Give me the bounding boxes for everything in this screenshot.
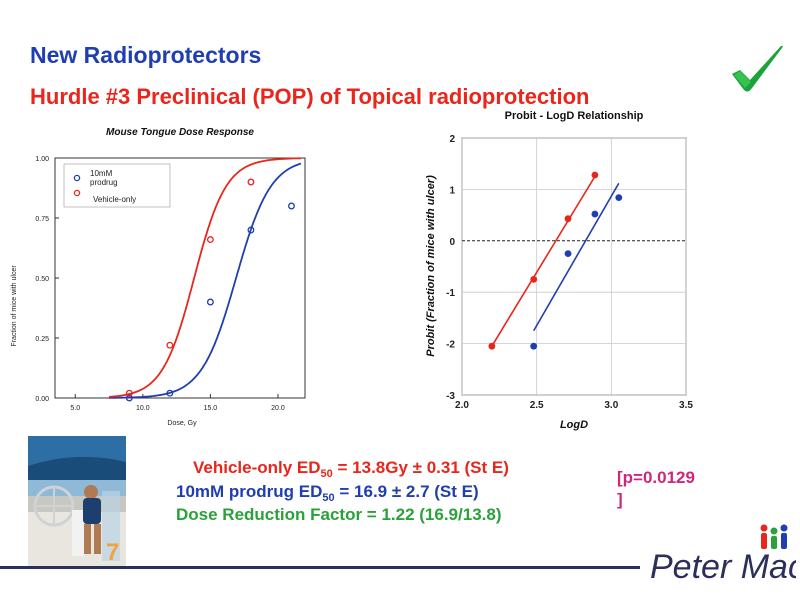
data-point xyxy=(125,394,133,402)
data-point xyxy=(530,342,538,350)
logo-figures-icon xyxy=(760,524,788,549)
photo-badge: 7 xyxy=(106,539,119,566)
y-tick-label: -1 xyxy=(446,288,455,299)
logo-wordmark: Peter Mac xyxy=(650,548,796,586)
y-axis-label: Fraction of mice with ulcer xyxy=(11,265,18,347)
sailing-photo: 7 xyxy=(28,436,126,566)
y-tick-label: -3 xyxy=(446,391,455,402)
x-tick-label: 15.0 xyxy=(204,405,218,412)
legend-label-prodrug: 10mM xyxy=(90,169,113,178)
data-point xyxy=(247,178,255,186)
chart-plot-frame xyxy=(461,137,687,396)
legend-marker-prodrug xyxy=(73,174,81,182)
x-tick-label: 20.0 xyxy=(271,405,285,412)
data-point xyxy=(206,236,214,244)
y-tick-label: 2 xyxy=(449,134,455,145)
x-tick-label: 2.5 xyxy=(530,400,544,411)
y-tick-label: 1 xyxy=(449,185,455,196)
footer-rule xyxy=(0,566,640,569)
chart-title: Probit - LogD Relationship xyxy=(505,110,644,122)
data-point xyxy=(530,275,538,283)
y-tick-label: 0.50 xyxy=(35,276,49,283)
slide-subtitle: Hurdle #3 Preclinical (POP) of Topical r… xyxy=(30,84,590,109)
regression-line xyxy=(491,173,598,347)
y-tick-label: 0 xyxy=(449,237,455,248)
y-tick-label: 1.00 xyxy=(35,156,49,163)
legend-label-prodrug-2: prodrug xyxy=(90,178,118,187)
data-point xyxy=(564,250,572,258)
fit-curve xyxy=(109,157,301,398)
data-point xyxy=(125,389,133,397)
x-tick-label: 2.0 xyxy=(455,400,469,411)
p-value-line-1: [p=0.0129 xyxy=(617,468,695,487)
y-tick-label: 0.75 xyxy=(35,216,49,223)
dose-reduction-factor: Dose Reduction Factor = 1.22 (16.9/13.8) xyxy=(176,505,502,524)
green-checkmark-icon xyxy=(732,45,783,92)
data-point xyxy=(206,298,214,306)
p-value: [p=0.0129 ] xyxy=(617,467,727,511)
data-point xyxy=(247,226,255,234)
data-point xyxy=(591,171,599,179)
data-point xyxy=(615,194,623,202)
y-tick-label: -2 xyxy=(446,340,455,351)
chart-legend: 10mM prodrug Vehicle-only xyxy=(63,163,171,208)
chart-title: Mouse Tongue Dose Response xyxy=(106,127,254,138)
y-tick-label: 0.00 xyxy=(35,396,49,403)
x-axis-label: LogD xyxy=(560,419,588,431)
dose-response-chart: Mouse Tongue Dose Response 0.00 0.25 0.50 0… xyxy=(11,127,306,427)
slide-title: New Radioprotectors xyxy=(30,42,262,68)
x-tick-label: 3.5 xyxy=(679,400,693,411)
x-axis-label: Dose, Gy xyxy=(167,420,197,427)
fit-curve xyxy=(109,162,302,399)
data-point xyxy=(288,202,295,210)
legend-marker-vehicle xyxy=(73,189,81,197)
data-point xyxy=(166,389,174,397)
y-axis-label: Probit (Fraction of mice with ulcer) xyxy=(425,175,437,357)
probit-logd-chart: Probit - LogD Relationship -3 -2 -1 0 1 2 2.0… xyxy=(425,110,693,431)
p-value-line-2: ] xyxy=(617,490,623,509)
data-point xyxy=(166,341,174,349)
data-point xyxy=(488,342,496,350)
peter-mac-logo: Peter Mac xyxy=(650,524,796,586)
regression-line xyxy=(532,182,620,332)
data-point xyxy=(564,215,572,223)
prodrug-ed50-result: 10mM prodrug ED50 = 16.9 ± 2.7 (St E) xyxy=(176,482,479,504)
data-point xyxy=(591,210,599,218)
x-tick-label: 5.0 xyxy=(70,405,80,412)
x-tick-label: 3.0 xyxy=(604,400,618,411)
legend-label-vehicle: Vehicle-only xyxy=(93,195,136,204)
y-tick-label: 0.25 xyxy=(35,336,49,343)
vehicle-ed50-result: Vehicle-only ED50 = 13.8Gy ± 0.31 (St E) xyxy=(193,458,509,480)
x-tick-label: 10.0 xyxy=(136,405,150,412)
